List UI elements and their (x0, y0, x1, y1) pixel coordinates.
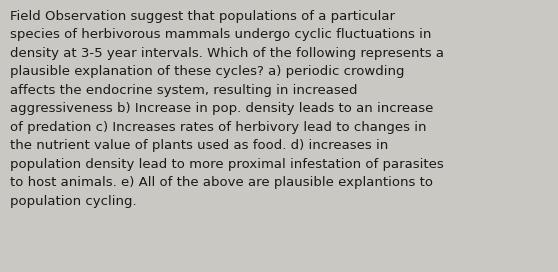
Text: Field Observation suggest that populations of a particular
species of herbivorou: Field Observation suggest that populatio… (10, 10, 444, 208)
